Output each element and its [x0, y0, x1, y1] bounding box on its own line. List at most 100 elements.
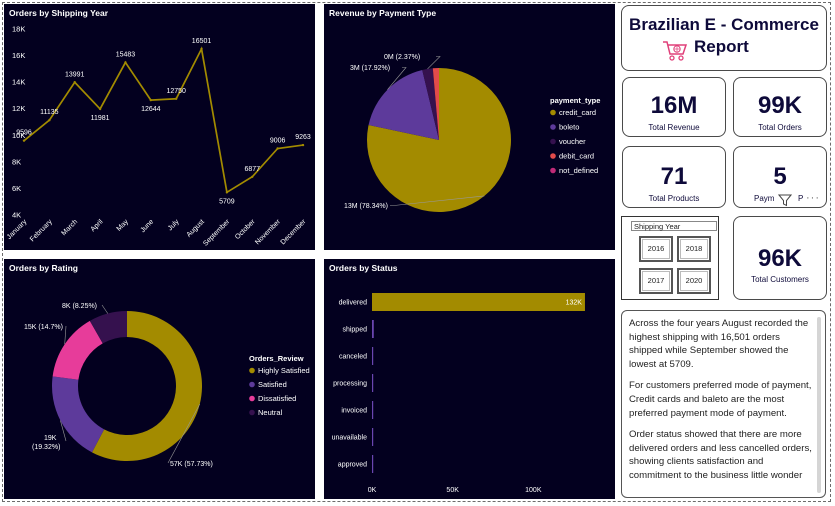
kpi-label: Total Orders — [758, 123, 802, 132]
orders-by-status-panel[interactable]: Orders by Status delivered 132K shipped can… — [324, 259, 615, 499]
orders-by-shipping-year-title: Orders by Shipping Year — [9, 8, 109, 18]
slicer-option-2020[interactable]: 2020 — [677, 268, 711, 294]
slicer-option-2017[interactable]: 2017 — [639, 268, 673, 294]
y-category-label: invoiced — [341, 408, 367, 415]
report-title-line1: Brazilian E - Commerce — [629, 15, 819, 34]
y-tick-label: 18K — [12, 25, 25, 34]
x-tick-label: April — [90, 218, 105, 233]
legend-swatch — [249, 409, 255, 416]
data-label: 5709 — [219, 198, 235, 205]
y-category-label: approved — [338, 462, 367, 469]
kpi-label-tail: P — [798, 194, 804, 203]
y-tick-label: 12K — [12, 104, 25, 113]
status-bar[interactable] — [372, 428, 374, 446]
y-category-label: delivered — [339, 300, 368, 307]
slicer-title: Shipping Year — [631, 221, 717, 231]
donut-slice[interactable] — [89, 311, 127, 344]
data-label: 0M (2.37%) — [384, 54, 420, 61]
data-label: 15483 — [116, 51, 136, 58]
shipping-year-slicer[interactable]: Shipping Year 2016 2018 2017 2020 — [621, 216, 719, 300]
leader-line — [390, 195, 485, 206]
status-bar[interactable] — [372, 347, 374, 365]
x-tick-label: December — [280, 218, 308, 246]
x-tick-label: September — [202, 218, 232, 248]
x-tick-label: February — [29, 218, 54, 243]
donut-slice[interactable] — [52, 320, 103, 380]
orders-by-status-chart: delivered 132K shipped canceled processing in… — [332, 293, 585, 494]
y-tick-label: 14K — [12, 78, 25, 87]
kpi-label: Total Revenue — [648, 123, 700, 132]
narrative-textbox: Across the four years August recorded th… — [621, 310, 826, 498]
legend-item[interactable]: Neutral — [258, 408, 283, 417]
line-point[interactable] — [22, 139, 26, 142]
narrative-scrollbar[interactable] — [817, 317, 821, 493]
line-point[interactable] — [149, 98, 153, 102]
line-point[interactable] — [174, 97, 178, 100]
leader-line — [64, 325, 67, 345]
legend-title: Orders_Review — [249, 354, 304, 363]
y-tick-label: 10K — [12, 131, 25, 140]
x-tick-label: June — [140, 218, 156, 234]
orders-line — [23, 46, 304, 194]
kpi-total-products: 71 Total Products — [622, 146, 726, 208]
slicer-option-2016[interactable]: 2016 — [639, 236, 673, 262]
report-title-line2: Report — [694, 37, 749, 56]
data-label: (19.32%) — [32, 444, 60, 451]
status-bar[interactable] — [372, 455, 374, 473]
slicer-option-2018[interactable]: 2018 — [677, 236, 711, 262]
x-tick-label: November — [254, 218, 282, 246]
donut-slice[interactable] — [91, 311, 202, 461]
narrative-paragraph: Across the four years August recorded th… — [629, 318, 809, 370]
x-tick-label: July — [167, 218, 181, 232]
orders-by-rating-panel[interactable]: Orders by Rating 57K (57.73%) 19K (19.32%)… — [4, 259, 315, 499]
kpi-label: Total Customers — [751, 275, 809, 284]
kpi-total-customers: 96K Total Customers — [733, 216, 827, 300]
orders-by-shipping-year-panel[interactable]: Orders by Shipping Year 4K 6K 8K 10K 12K 14K 1… — [4, 4, 315, 250]
legend-item[interactable]: credit_card — [559, 108, 596, 117]
data-label: 13M (78.34%) — [344, 203, 388, 210]
revenue-by-payment-type-panel[interactable]: Revenue by Payment Type 13M (78.34%) 3M (… — [324, 4, 615, 250]
y-tick-label: 8K — [12, 157, 21, 166]
pie-slice[interactable] — [432, 68, 439, 140]
line-point[interactable] — [225, 191, 229, 194]
status-bar[interactable] — [372, 320, 374, 338]
donut-slice[interactable] — [51, 376, 105, 453]
x-tick-label: March — [60, 218, 79, 237]
more-options-icon[interactable]: ··· — [806, 192, 820, 204]
kpi-value: 96K — [757, 245, 803, 272]
y-category-label: unavailable — [332, 435, 368, 442]
report-title-card: Brazilian E - Commerce Report — [621, 5, 827, 71]
data-label: 132K — [566, 300, 583, 307]
line-point[interactable] — [251, 175, 254, 178]
legend-item[interactable]: boleto — [559, 123, 579, 132]
pie-slice[interactable] — [368, 69, 439, 140]
y-tick-label: 6K — [12, 184, 21, 193]
leader-line — [167, 403, 201, 464]
leader-line — [60, 420, 67, 442]
legend-item[interactable]: Dissatisfied — [258, 394, 296, 403]
legend-item[interactable]: not_defined — [559, 166, 598, 175]
revenue-by-payment-type-chart: 13M (78.34%) 3M (17.92%) 0M (2.37%) payment… — [344, 54, 600, 212]
orders-by-rating-title: Orders by Rating — [9, 263, 78, 273]
legend-item[interactable]: Satisfied — [258, 380, 287, 389]
x-tick-label: 100K — [525, 487, 542, 494]
status-bar[interactable] — [372, 401, 374, 419]
line-point[interactable] — [276, 147, 279, 150]
status-bar[interactable] — [372, 374, 374, 392]
filter-icon[interactable] — [778, 193, 792, 207]
line-point[interactable] — [48, 119, 51, 122]
shopping-cart-icon — [663, 41, 688, 61]
pie-slice[interactable] — [422, 68, 439, 140]
kpi-label: Paym — [754, 194, 775, 203]
line-point[interactable] — [301, 143, 305, 147]
line-point[interactable] — [124, 61, 127, 64]
status-bar[interactable] — [372, 293, 585, 311]
legend-item[interactable]: debit_card — [559, 152, 594, 161]
line-point[interactable] — [73, 81, 76, 84]
line-point[interactable] — [200, 47, 203, 51]
y-category-label: shipped — [342, 327, 367, 334]
data-label: 3M (17.92%) — [350, 65, 390, 72]
legend-item[interactable]: Highly Satisfied — [258, 366, 310, 375]
line-point[interactable] — [98, 107, 102, 111]
legend-item[interactable]: voucher — [559, 137, 586, 146]
